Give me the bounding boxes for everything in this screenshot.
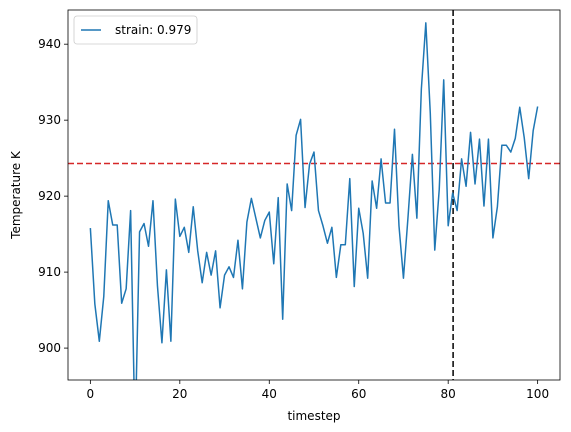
y-tick-label: 910 (38, 265, 61, 279)
series-line (89, 22, 539, 380)
plot-area (68, 10, 560, 380)
legend-box (73, 15, 198, 45)
x-axis: 0 20 40 60 80 100 (87, 380, 549, 401)
y-axis: 900 910 920 930 940 (38, 37, 68, 355)
y-tick-label: 920 (38, 189, 61, 203)
x-tick-label: 20 (172, 387, 187, 401)
legend-entry-label: strain: 0.979 (115, 23, 191, 37)
x-tick-label: 60 (351, 387, 366, 401)
plot-frame (67, 9, 561, 381)
legend: strain: 0.979 (73, 15, 198, 45)
x-tick-label: 40 (262, 387, 277, 401)
y-axis-label: Temperature K (9, 150, 23, 240)
y-tick-label: 900 (38, 341, 61, 355)
y-tick-label: 940 (38, 37, 61, 51)
y-tick-label: 930 (38, 113, 61, 127)
x-axis-label: timestep (287, 409, 340, 423)
x-tick-label: 80 (441, 387, 456, 401)
series-lines (89, 22, 539, 380)
x-tick-label: 0 (87, 387, 95, 401)
x-tick-label: 100 (526, 387, 549, 401)
reference-lines (68, 10, 560, 380)
